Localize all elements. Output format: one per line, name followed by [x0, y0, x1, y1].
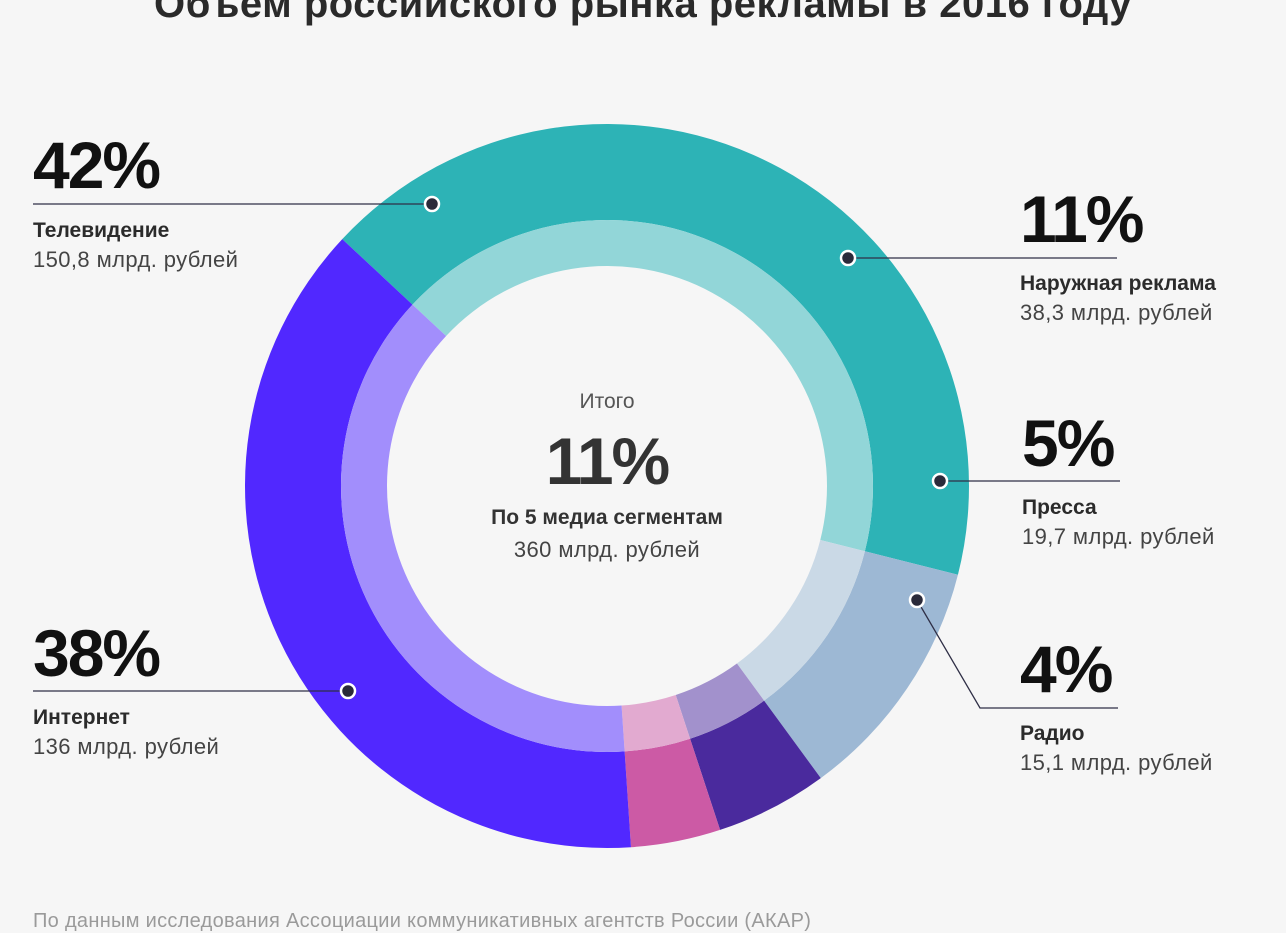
slice-press [690, 700, 821, 830]
slice-value-outdoor: 38,3 млрд. рублей [1020, 300, 1213, 325]
center-growth-percent: 11% [545, 424, 670, 498]
slice-value-radio: 15,1 млрд. рублей [1020, 750, 1213, 775]
slice-percent-outdoor: 11% [1020, 182, 1144, 256]
slice-value-internet: 136 млрд. рублей [33, 734, 220, 759]
slice-inner-outdoor [736, 539, 865, 701]
slice-name-internet: Интернет [33, 706, 130, 729]
slice-percent-press: 5% [1022, 406, 1115, 480]
slice-label-radio: 4% Радио 15,1 млрд. рублей [1020, 636, 1213, 776]
slice-name-tv: Телевидение [33, 219, 170, 242]
center-segments-label: По 5 медиа сегментам [491, 506, 723, 529]
slice-label-internet: 38% Интернет 136 млрд. рублей [33, 620, 219, 760]
slice-label-outdoor: 11% Наружная реклама 38,3 млрд. рублей [1020, 186, 1216, 326]
leader-dot-internet [339, 682, 357, 700]
leader-dot-outdoor [839, 249, 857, 267]
slice-percent-radio: 4% [1020, 632, 1113, 706]
leader-line-radio [916, 599, 1118, 709]
slice-percent-internet: 38% [33, 616, 161, 690]
slice-label-tv: 42% Телевидение 150,8 млрд. рублей [33, 132, 238, 273]
slice-name-press: Пресса [1022, 496, 1097, 519]
slice-outdoor [764, 551, 958, 779]
center-sum-label: 360 млрд. рублей [513, 537, 701, 562]
source-note: По данным исследования Ассоциации коммун… [33, 910, 812, 932]
slice-inner-radio [621, 694, 691, 752]
slice-inner-tv [412, 220, 873, 552]
slice-name-outdoor: Наружная реклама [1020, 272, 1216, 295]
slice-name-radio: Радио [1020, 722, 1085, 745]
leader-dot-press [931, 472, 949, 490]
slice-percent-tv: 42% [33, 128, 161, 202]
slice-inner-press [675, 663, 765, 739]
center-total-label: Итого [579, 390, 635, 413]
slice-tv [342, 124, 969, 575]
chart-title: Объем российского рынка рекламы в 2016 г… [153, 0, 1133, 26]
slice-value-press: 19,7 млрд. рублей [1022, 524, 1215, 549]
slice-radio [624, 738, 721, 848]
leader-dot-radio [908, 591, 926, 609]
slice-inner-internet [341, 304, 625, 752]
slice-label-press: 5% Пресса 19,7 млрд. рублей [1022, 410, 1215, 550]
slice-value-tv: 150,8 млрд. рублей [33, 247, 239, 272]
leader-dot-tv [423, 195, 441, 213]
